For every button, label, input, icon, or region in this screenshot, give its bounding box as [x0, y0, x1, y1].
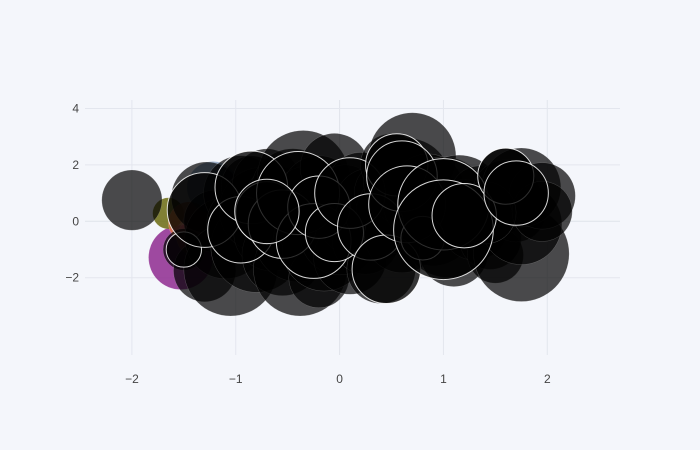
x-tick-label: −2 [125, 372, 139, 386]
data-point-bubble[interactable] [101, 169, 163, 231]
bubble-layer [101, 112, 576, 317]
y-tick-label: 4 [72, 101, 79, 115]
y-tick-label: 2 [72, 158, 79, 172]
x-tick-label: −1 [229, 372, 243, 386]
y-tick-label: 0 [72, 214, 79, 228]
x-tick-label: 0 [336, 372, 343, 386]
data-point-bubble[interactable] [483, 160, 549, 226]
x-tick-label: 2 [544, 372, 551, 386]
tick-layer: −2 −1 0 1 2 −2 0 2 4 [65, 101, 551, 386]
y-tick-label: −2 [65, 271, 79, 285]
data-point-bubble[interactable] [234, 178, 300, 245]
x-tick-label: 1 [440, 372, 447, 386]
